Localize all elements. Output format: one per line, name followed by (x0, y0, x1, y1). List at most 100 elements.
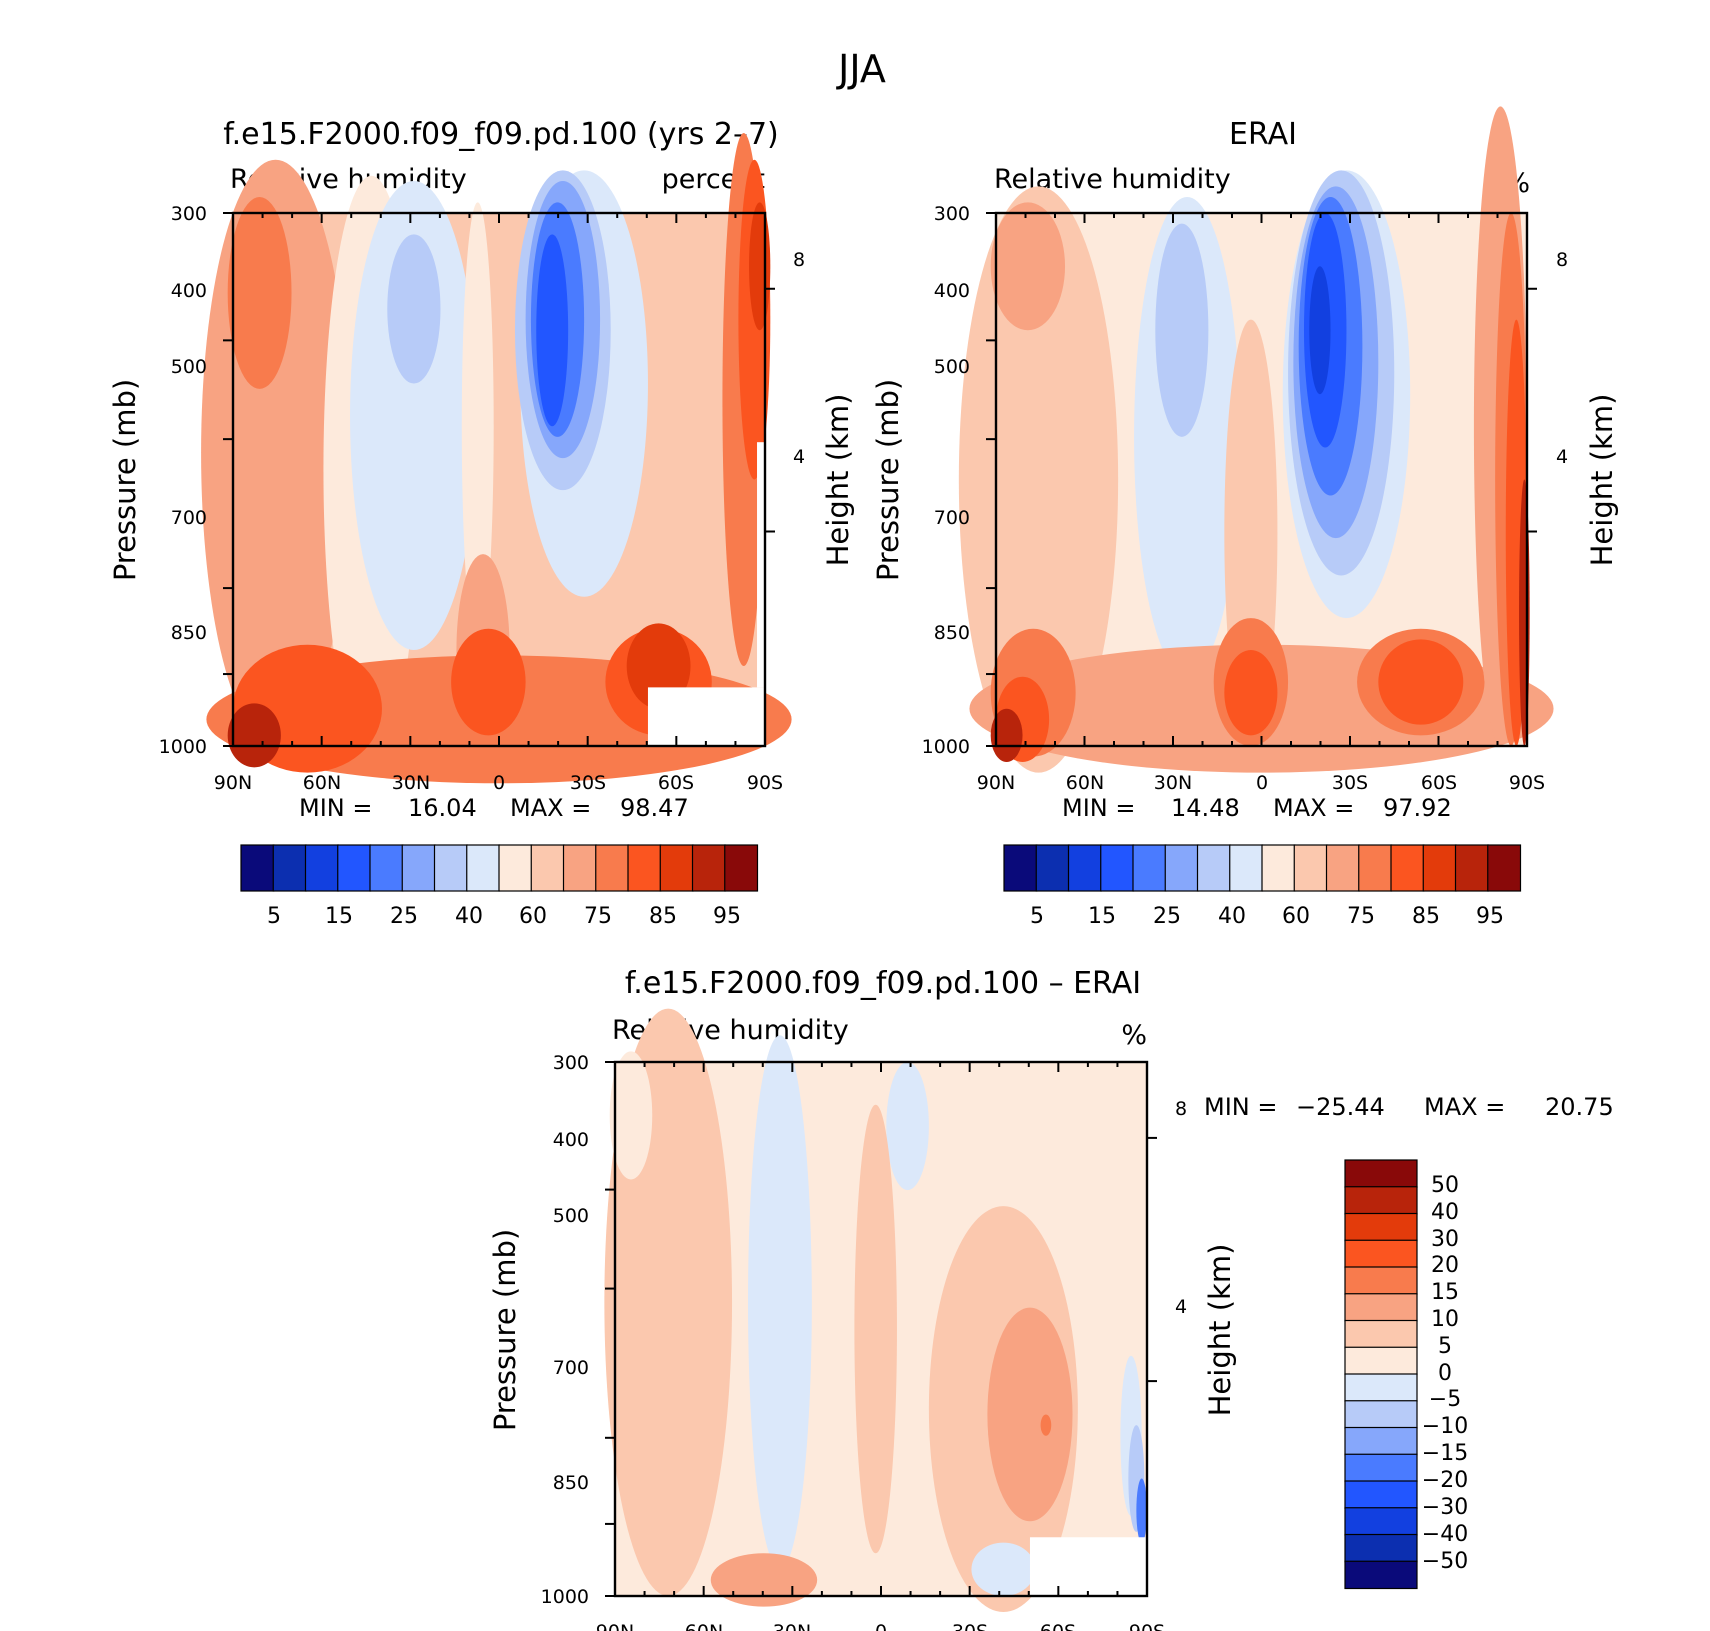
colorbar-swatch (659, 844, 694, 892)
x-tick-label: 90S (1129, 1621, 1165, 1631)
max-value: 98.47 (620, 794, 689, 822)
colorbar-swatch (1344, 1346, 1418, 1376)
height-tick-label: 4 (1175, 1296, 1187, 1318)
panel-obs-y-axis-label: Pressure (mb) (871, 379, 905, 581)
colorbar-swatch (498, 844, 533, 892)
colorbar-label: −20 (1422, 1468, 1468, 1493)
y-tick-label: 300 (553, 1052, 589, 1074)
panel-model-ticks (223, 212, 775, 747)
colorbar-label: 5 (267, 904, 281, 929)
panel-diff-colorbar (1344, 1159, 1418, 1590)
colorbar-label: 25 (1153, 904, 1181, 929)
contour-region (350, 181, 478, 651)
panel-model: f.e15.F2000.f09_f09.pd.100 (yrs 2–7) Rel… (108, 117, 855, 929)
contour-region (536, 234, 569, 427)
contour-region (710, 1553, 818, 1607)
contour-region (1155, 223, 1209, 437)
height-tick-label: 4 (1556, 446, 1568, 468)
contour-region (451, 628, 526, 736)
x-tick-label: 60N (685, 1621, 723, 1631)
x-tick-label: 90N (596, 1621, 634, 1631)
colorbar-label: 60 (1282, 904, 1310, 929)
colorbar-label: 5 (1030, 904, 1044, 929)
height-tick-label: 8 (1556, 249, 1568, 271)
colorbar-swatch (1344, 1400, 1418, 1429)
x-tick-label: 60N (303, 772, 341, 794)
panel-obs-x-tick-labels: 90N 60N 30N 0 30S 60S 90S (977, 772, 1545, 794)
x-tick-label: 0 (1256, 772, 1268, 794)
x-tick-label: 30N (1154, 772, 1192, 794)
contour-region (1378, 639, 1464, 725)
colorbar-label: 95 (713, 904, 741, 929)
contour-region (990, 202, 1066, 331)
contour-region (987, 1307, 1073, 1522)
x-tick-label: 90N (977, 772, 1015, 794)
colorbar-swatch (1344, 1373, 1418, 1402)
x-tick-label: 0 (875, 1621, 887, 1631)
panel-obs-colorbar (1003, 844, 1522, 892)
colorbar-swatch (1229, 844, 1264, 892)
y-tick-label: 1000 (922, 736, 970, 758)
x-tick-label: 90N (214, 772, 252, 794)
colorbar-swatch (240, 844, 275, 892)
colorbar-swatch (1344, 1533, 1418, 1563)
y-tick-label: 850 (171, 622, 207, 644)
missing-data-region (757, 442, 765, 688)
colorbar-swatch (1344, 1159, 1418, 1188)
colorbar-swatch (272, 844, 307, 892)
panel-obs-right-tick-labels: 8 4 (1556, 249, 1568, 468)
colorbar-label: 40 (1431, 1200, 1459, 1225)
panel-obs-colorbar-labels: 5 15 25 40 60 75 85 95 (1030, 904, 1504, 929)
contour-region (990, 708, 1023, 762)
y-tick-label: 700 (553, 1357, 589, 1379)
y-tick-label: 300 (934, 203, 970, 225)
colorbar-label: 85 (649, 904, 677, 929)
panel-diff: f.e15.F2000.f09_f09.pd.100 – ERAI Relati… (488, 966, 1614, 1631)
height-tick-label: 8 (1175, 1098, 1187, 1120)
x-tick-label: 0 (493, 772, 505, 794)
x-tick-label: 90S (747, 772, 783, 794)
colorbar-label: 5 (1438, 1334, 1452, 1359)
panel-model-minmax: MIN = 16.04 MAX = 98.47 (299, 794, 689, 822)
y-tick-label: 700 (171, 507, 207, 529)
colorbar-label: 0 (1438, 1361, 1452, 1386)
min-label: MIN = (1204, 1093, 1277, 1121)
figure-title: JJA (836, 47, 886, 91)
contour-region (1309, 266, 1331, 395)
y-tick-label: 300 (171, 203, 207, 225)
panel-model-title: f.e15.F2000.f09_f09.pd.100 (yrs 2–7) (223, 117, 778, 152)
colorbar-swatch (1344, 1239, 1418, 1269)
x-tick-label: 60S (1421, 772, 1457, 794)
max-label: MAX = (1273, 794, 1354, 822)
colorbar-label: 50 (1431, 1173, 1459, 1198)
colorbar-swatch (1422, 844, 1457, 892)
colorbar-label: 15 (1088, 904, 1116, 929)
max-value: 20.75 (1545, 1093, 1614, 1121)
colorbar-swatch (1035, 844, 1070, 892)
panel-model-right-tick-labels: 8 4 (793, 249, 805, 468)
colorbar-swatch (304, 844, 339, 892)
contour-region (958, 186, 1119, 773)
contour-region (626, 623, 691, 709)
contour-region (227, 197, 292, 389)
colorbar-swatch (466, 844, 501, 892)
x-tick-label: 30S (1332, 772, 1368, 794)
min-value: 14.48 (1171, 794, 1240, 822)
colorbar-swatch (1164, 844, 1199, 892)
panel-diff-right-tick-labels: 8 4 (1175, 1098, 1187, 1318)
panel-diff-colorbar-labels: 50 40 30 20 15 10 5 0 −5 −10 −15 −20 −30… (1422, 1173, 1468, 1574)
panel-model-right-axis-label: Height (km) (821, 394, 855, 567)
contour-region (854, 1104, 897, 1554)
colorbar-label: −40 (1422, 1522, 1468, 1547)
panel-obs-ticks (986, 212, 1537, 747)
panel-diff-right-axis-label: Height (km) (1203, 1244, 1237, 1417)
max-label: MAX = (510, 794, 591, 822)
colorbar-label: −50 (1422, 1549, 1468, 1574)
panel-diff-x-tick-labels: 90N 60N 30N 0 30S 60S 90S (596, 1621, 1165, 1631)
colorbar-swatch (1390, 844, 1425, 892)
colorbar-swatch (1344, 1186, 1418, 1215)
contour-region (971, 1542, 1036, 1597)
panel-obs-y-tick-labels: 300 400 500 700 850 1000 (922, 203, 970, 758)
colorbar-swatch (337, 844, 372, 892)
